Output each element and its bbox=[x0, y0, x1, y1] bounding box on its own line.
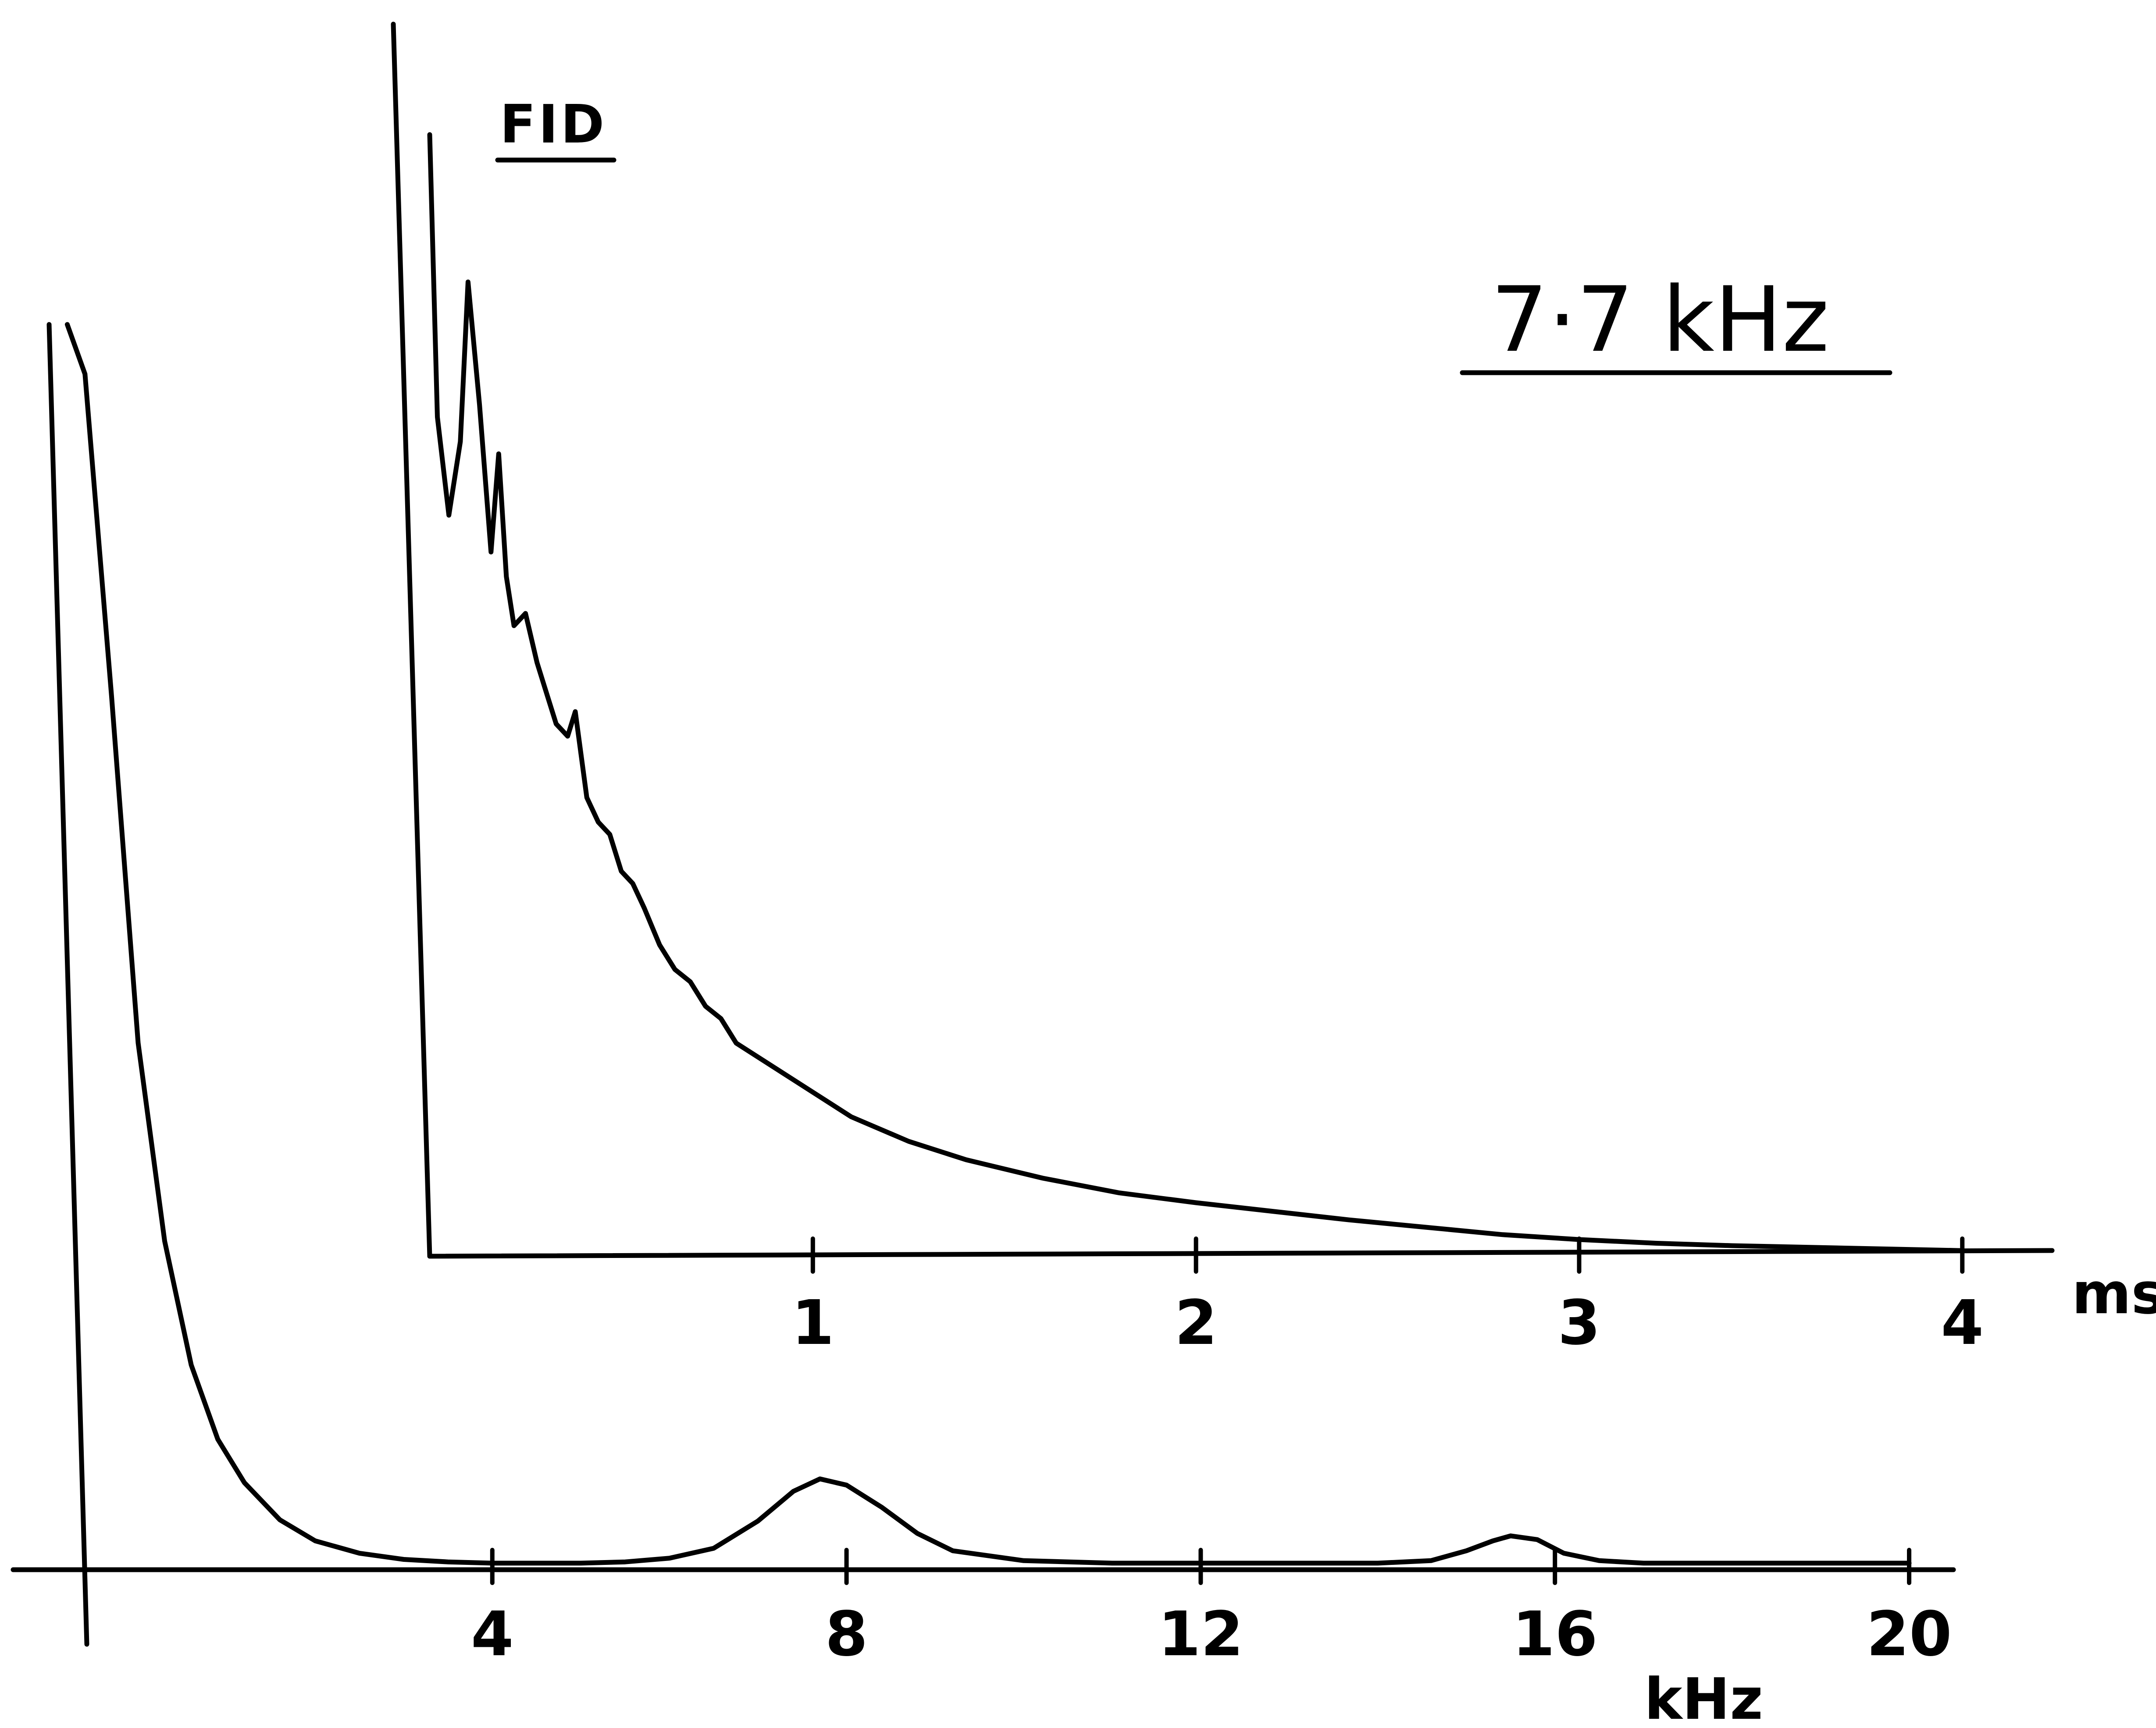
frequency-annotation: 7·7 kHz bbox=[1460, 268, 1892, 375]
spectrum-y-axis bbox=[46, 322, 89, 1647]
spectrum-x-tick-label: 16 bbox=[1512, 1599, 1598, 1670]
fid-x-unit-label: ms bbox=[2072, 1260, 2156, 1327]
fid-x-tick-label: 4 bbox=[1941, 1287, 1984, 1359]
fid-x-tick-label: 1 bbox=[791, 1287, 834, 1359]
fid-title: FID bbox=[500, 94, 607, 155]
fid-series-line bbox=[427, 132, 1965, 1253]
spectrum-x-tick-label: 4 bbox=[471, 1599, 513, 1670]
fid-x-tick-label: 3 bbox=[1558, 1287, 1600, 1359]
spectrum-x-tick-label: 8 bbox=[825, 1599, 868, 1670]
spectrum-x-unit-label: kHz bbox=[1644, 1666, 1763, 1728]
spectrum-chart: 4 8 12 16 20 kHz bbox=[11, 322, 1956, 1728]
fid-ticks: 1 2 3 4 bbox=[791, 1236, 1984, 1359]
fid-chart: 1 2 3 4 ms FID bbox=[391, 21, 2156, 1359]
spectrum-series-line bbox=[64, 322, 1912, 1566]
fid-x-tick-label: 2 bbox=[1175, 1287, 1217, 1359]
fid-x-axis bbox=[427, 1248, 2055, 1259]
spectrum-ticks: 4 8 12 16 20 bbox=[471, 1548, 1952, 1670]
spectrum-x-tick-label: 12 bbox=[1158, 1599, 1244, 1670]
frequency-label: 7·7 kHz bbox=[1491, 268, 1829, 372]
spectrum-x-tick-label: 20 bbox=[1867, 1599, 1952, 1670]
fid-y-axis bbox=[391, 21, 432, 1259]
